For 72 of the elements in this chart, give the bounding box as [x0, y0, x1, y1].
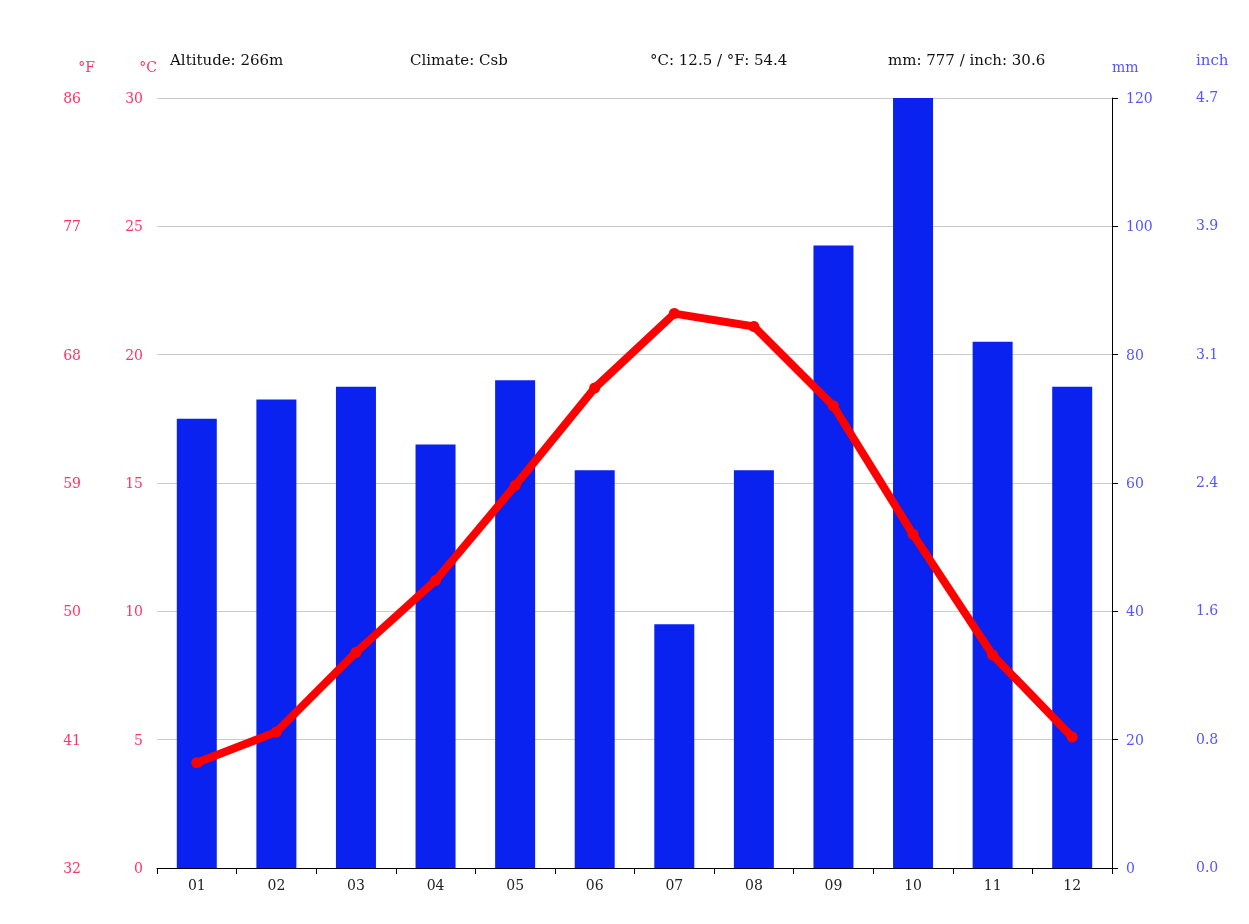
y3-tick-label: 77 [63, 218, 81, 235]
text: 2.4 [1196, 474, 1219, 490]
point [430, 575, 442, 587]
y-tick-label: 20 [125, 346, 143, 363]
text: Climate: Csb [410, 50, 508, 69]
point [270, 726, 282, 738]
y-tick-label: 0 [134, 860, 143, 876]
x-tick-label: 04 [426, 877, 445, 893]
y3-tick-label: 59 [63, 475, 81, 491]
point [987, 649, 999, 661]
x-tick-label: 03 [347, 877, 365, 893]
x-tick-label: 07 [665, 877, 684, 893]
y-tick-label: 15 [125, 475, 143, 491]
text: Altitude: 266m [169, 50, 284, 69]
y3-tick-label: 50 [63, 603, 81, 620]
point [350, 646, 362, 658]
x-tick-label: 12 [1063, 877, 1082, 893]
bar [972, 341, 1013, 868]
y3-tick-label: 32 [63, 860, 81, 876]
point [668, 308, 680, 320]
x-tick-label: 01 [187, 877, 206, 893]
point [191, 757, 203, 769]
point [589, 382, 601, 394]
text: °C: 12.5 / °F: 54.4 [650, 50, 788, 69]
y2-axis-title: mm [1112, 59, 1139, 75]
point [907, 528, 919, 540]
y2-tick-label: 120 [1126, 90, 1153, 106]
text: 1.6 [1196, 602, 1219, 619]
y2-tick-label: 80 [1126, 346, 1144, 363]
y2-tick-label: 0 [1126, 860, 1135, 876]
text: 4.7 [1196, 89, 1219, 105]
x-tick-label: 11 [983, 877, 1002, 893]
point [509, 480, 521, 492]
text: 3.9 [1196, 217, 1219, 234]
point [827, 400, 839, 412]
bar [654, 624, 695, 868]
y-axis-title: °C [139, 59, 157, 75]
y2-tick-label: 100 [1126, 218, 1153, 235]
y2-tick-label: 20 [1126, 731, 1144, 748]
point [1066, 731, 1078, 743]
x-tick-label: 05 [506, 877, 525, 893]
bar [415, 444, 456, 868]
y3-axis-title: °F [78, 59, 96, 75]
bar [176, 418, 217, 868]
bar [1052, 386, 1093, 868]
y-tick-label: 30 [125, 90, 143, 106]
bar [813, 245, 854, 868]
text: mm: 777 / inch: 30.6 [888, 50, 1046, 69]
y3-tick-label: 68 [63, 346, 81, 363]
y-tick-label: 5 [134, 731, 143, 748]
x-tick-label: 10 [904, 877, 922, 893]
bar [893, 98, 934, 868]
y-tick-label: 25 [125, 218, 143, 235]
x-tick-label: 09 [824, 877, 843, 893]
point [748, 320, 760, 332]
y3-tick-label: 86 [63, 90, 82, 106]
bar [574, 470, 615, 868]
y-tick-label: 10 [125, 603, 143, 620]
bar [733, 470, 774, 868]
text: inch [1196, 50, 1229, 69]
bar [335, 386, 376, 868]
y3-tick-label: 41 [63, 731, 81, 748]
text: 3.1 [1196, 345, 1219, 362]
y2-tick-label: 60 [1126, 475, 1144, 491]
bar [256, 399, 297, 868]
x-tick-label: 02 [267, 877, 286, 893]
x-tick-label: 08 [744, 877, 763, 893]
text: 0.0 [1196, 859, 1219, 875]
text: 0.8 [1196, 730, 1219, 747]
y2-tick-label: 40 [1126, 603, 1144, 620]
bar [495, 380, 536, 868]
x-tick-label: 06 [585, 877, 604, 893]
